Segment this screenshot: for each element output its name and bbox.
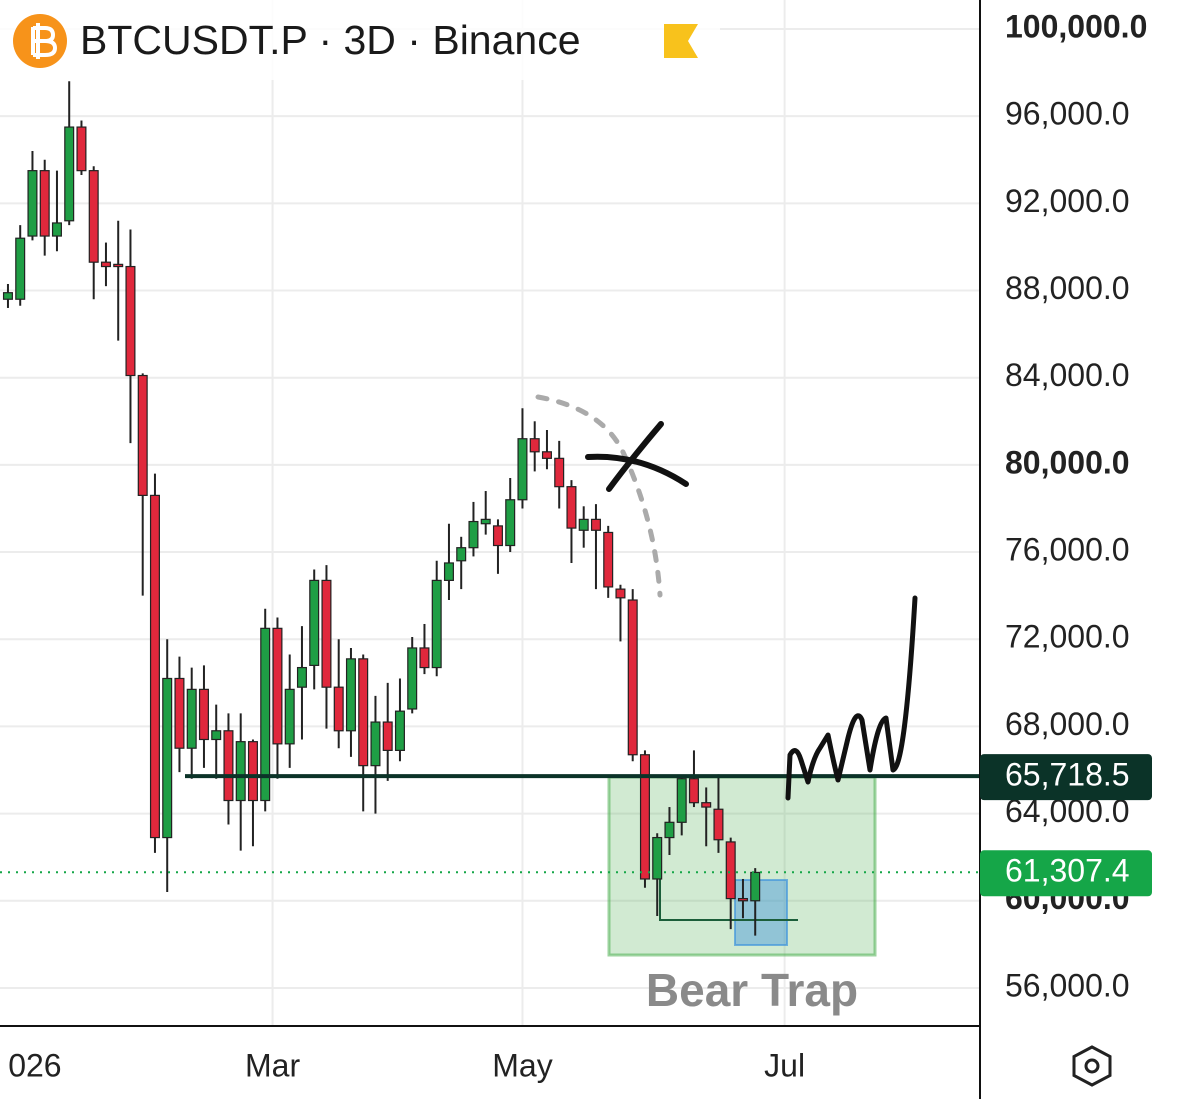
candle-body [247, 741, 258, 802]
candle-body [541, 451, 552, 459]
axes: 100,000.0 96,000.0 92,000.0 88,000.0 84,000.… [8, 8, 1152, 1083]
candle-body [627, 599, 638, 756]
candle-body [431, 579, 442, 669]
candle-body [15, 237, 26, 300]
candle-body [125, 265, 136, 377]
support-mark [659, 878, 798, 921]
candle-body [137, 374, 148, 496]
candle-body [737, 897, 748, 902]
y-tick-label: 84,000.0 [1005, 357, 1130, 393]
candle-body [578, 518, 589, 531]
candle-body [223, 730, 234, 802]
candle-body [468, 520, 479, 549]
y-tick-label: 56,000.0 [1005, 967, 1130, 1003]
candle-body [149, 494, 160, 839]
time-axis-bg [0, 1026, 981, 1099]
candle-body [652, 836, 663, 880]
candle-body [676, 778, 687, 823]
y-tick-label: 96,000.0 [1005, 96, 1130, 132]
candle-body [750, 871, 761, 902]
candle-body [639, 754, 650, 880]
candle-body [162, 677, 173, 839]
candle-body [480, 518, 491, 525]
candle-body [113, 263, 124, 268]
candle-body [235, 741, 246, 802]
y-tick-label: 80,000.0 [1005, 444, 1130, 480]
candle-body [309, 579, 320, 666]
candle-body [76, 126, 87, 172]
candle-body [272, 627, 283, 745]
y-tick-label: 88,000.0 [1005, 270, 1130, 306]
candle-body [211, 730, 222, 741]
flag-icon [664, 24, 698, 58]
y-tick-label: 76,000.0 [1005, 532, 1130, 568]
cross-mark [585, 421, 689, 492]
candle-body [88, 170, 99, 263]
candle-body [51, 222, 62, 237]
candle-body [725, 841, 736, 900]
price-tag-label: 65,718.5 [1005, 757, 1130, 793]
candle-body [590, 518, 601, 531]
x-tick-label: Jul [764, 1047, 805, 1083]
candle-body [198, 688, 209, 741]
price-tag [980, 850, 1152, 897]
price-tag [980, 754, 1152, 801]
candle-body [566, 486, 577, 529]
price-lines [0, 774, 980, 874]
candle-body [394, 710, 405, 751]
candle-body [517, 438, 528, 501]
candle-body [100, 261, 111, 268]
candle-body [419, 647, 430, 669]
price-tag-label: 61,307.4 [1005, 853, 1130, 889]
candle-body [382, 721, 393, 751]
candle-body [296, 666, 307, 688]
candle-body [358, 658, 369, 767]
candle-body [39, 170, 50, 237]
annotation: Bear Trap [646, 964, 858, 1016]
candle-body [64, 126, 75, 222]
candle-body [456, 547, 467, 562]
candle-body [333, 686, 344, 732]
candle-body [505, 499, 516, 547]
candle-body [284, 688, 295, 745]
candle-body [529, 438, 540, 453]
candle-body [407, 647, 418, 710]
x-tick-label: May [492, 1047, 552, 1083]
candle-body [554, 457, 565, 488]
candle-body [370, 721, 381, 767]
candle-body [174, 677, 185, 749]
y-tick-label: 100,000.0 [1005, 8, 1147, 44]
candle-body [664, 821, 675, 839]
settings-icon[interactable] [1072, 1045, 1112, 1087]
candle-body [713, 808, 724, 841]
x-tick-label: 026 [8, 1047, 61, 1083]
y-tick-label: 68,000.0 [1005, 706, 1130, 742]
projection-path [785, 595, 918, 801]
candle-body [27, 170, 38, 237]
candle-body [701, 802, 712, 808]
chart-title: BTCUSDT.P · 3D · Binance [80, 17, 581, 63]
candle-body [492, 525, 503, 547]
candle-body [615, 588, 626, 599]
candle-body [443, 562, 454, 581]
candles [2, 81, 761, 936]
dotted-path [535, 394, 663, 598]
candle-body [260, 627, 271, 802]
candle-body [603, 531, 614, 588]
candle-body [688, 778, 699, 804]
y-tick-label: 72,000.0 [1005, 619, 1130, 655]
x-tick-label: Mar [245, 1047, 300, 1083]
candle-body [345, 658, 356, 732]
coin-glyph [31, 23, 58, 59]
grid [0, 0, 980, 1025]
price-axis-bg [981, 0, 1200, 1099]
header-bg [0, 0, 720, 80]
candle-body [321, 579, 332, 688]
settings-icon-center [1084, 1058, 1100, 1074]
y-tick-label: 92,000.0 [1005, 183, 1130, 219]
candle-body [186, 688, 197, 749]
candle-body [2, 292, 13, 300]
